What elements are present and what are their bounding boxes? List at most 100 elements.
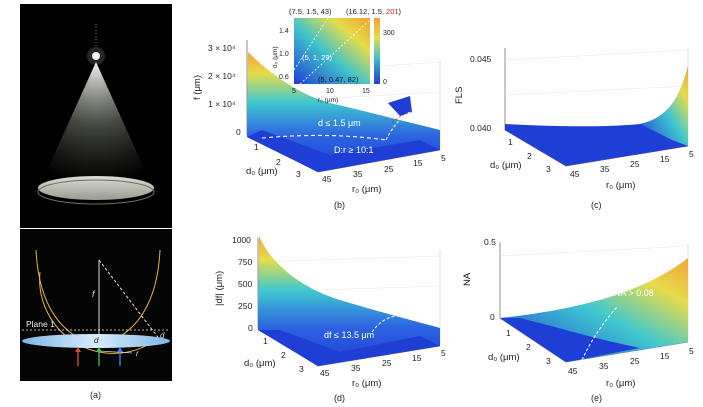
b-excluded-region bbox=[388, 96, 412, 116]
d0-symbol: d bbox=[94, 336, 99, 345]
b-d0-tick-0: 1 bbox=[254, 142, 259, 152]
radius-line bbox=[98, 259, 161, 341]
c-surface bbox=[505, 66, 688, 166]
b-surface-front bbox=[247, 130, 440, 172]
r-arrow-line bbox=[98, 350, 133, 354]
inset-colorbar bbox=[374, 18, 380, 84]
b-r0-label: r₀ (μm) bbox=[352, 184, 381, 195]
b-z-tick-0: 3 × 10⁴ bbox=[208, 43, 236, 53]
c-surface-rise bbox=[640, 66, 688, 146]
b-r0-tick-2: 25 bbox=[384, 164, 394, 174]
e-r0-label: r₀ (μm) bbox=[606, 378, 635, 389]
panel-a-bottom-background bbox=[20, 229, 172, 381]
d-r0-tick-1: 35 bbox=[351, 363, 361, 373]
panel-c: 0.045 0.040 FLS 1 2 3 d₀ (μm) 45 35 25 1… bbox=[454, 48, 694, 210]
d-r0-label: r₀ (μm) bbox=[352, 378, 381, 389]
e-r0-tick-1: 35 bbox=[599, 361, 609, 371]
c-grid-2 bbox=[504, 85, 689, 96]
c-d0-tick-1: 2 bbox=[527, 151, 532, 161]
b-ann-D: D:r ≥ 10:1 bbox=[334, 145, 373, 155]
d-ann: df ≤ 13.5 μm bbox=[324, 330, 374, 340]
d-z-tick-3: 250 bbox=[238, 301, 252, 311]
b-r0-tick-0: 45 bbox=[322, 174, 332, 184]
inset-corner-tl: (7.5, 1.5, 43) bbox=[289, 7, 332, 16]
d-boundary bbox=[371, 315, 397, 333]
b-boundary-d bbox=[261, 134, 387, 141]
e-z-tick-1: 0 bbox=[490, 312, 495, 322]
inset-mid-point: (5, 1, 29) bbox=[302, 53, 333, 62]
c-d0-tick-0: 1 bbox=[508, 137, 513, 147]
e-r0-tick-3: 15 bbox=[660, 351, 670, 361]
c-z-tick-0: 0.045 bbox=[470, 54, 492, 64]
inset-heatmap bbox=[294, 18, 370, 84]
e-d0-tick-0: 1 bbox=[506, 328, 511, 338]
e-z-tick-0: 0.5 bbox=[484, 237, 496, 247]
c-r0-label: r₀ (μm) bbox=[606, 180, 635, 191]
b-r0-tick-1: 35 bbox=[353, 169, 363, 179]
spot-glow bbox=[87, 47, 105, 65]
b-z-tick-2: 1 × 10⁴ bbox=[208, 99, 236, 109]
e-d0-tick-1: 2 bbox=[526, 342, 531, 352]
caption-a: (a) bbox=[90, 390, 101, 400]
inset-y-tick-0: 1.4 bbox=[279, 28, 289, 35]
caption-d: (d) bbox=[334, 393, 345, 403]
panel-e: NA > 0.08 0.5 0 NA 1 2 3 d₀ (μm) 45 35 2… bbox=[462, 237, 694, 403]
df-symbol: d bbox=[160, 331, 165, 340]
e-surface-dark bbox=[500, 318, 640, 362]
inset-corner-tr: (16.12, 1.5, 201) bbox=[346, 7, 402, 16]
d-r0-tick-4: 5 bbox=[441, 348, 446, 358]
f-symbol: f bbox=[92, 289, 96, 299]
b-surface bbox=[247, 52, 440, 172]
b-d0-tick-1: 2 bbox=[276, 157, 281, 167]
b-d0-label: d₀ (μm) bbox=[246, 166, 278, 177]
d-d0-tick-2: 3 bbox=[299, 364, 304, 374]
e-d0-label: d₀ (μm) bbox=[488, 352, 520, 363]
inset-corner-tr-c: ) bbox=[399, 7, 402, 16]
d-z-tick-1: 750 bbox=[238, 257, 252, 267]
caption-c: (c) bbox=[591, 200, 602, 210]
c-d0-label: d₀ (μm) bbox=[490, 160, 522, 171]
blue-arrow-head bbox=[117, 347, 123, 352]
b-z-tick-3: 0 bbox=[236, 127, 241, 137]
inset-x-tick-0: 5 bbox=[292, 88, 296, 95]
e-r0-tick-2: 25 bbox=[630, 356, 640, 366]
c-grid-1 bbox=[504, 49, 689, 61]
d-d0-tick-1: 2 bbox=[281, 350, 286, 360]
c-r0-tick-2: 25 bbox=[630, 159, 640, 169]
panel-b: d ≤ 1.5 μm D:r ≥ 10:1 3 × 10⁴ 2 × 10⁴ 1 … bbox=[192, 7, 446, 210]
inset-x-label: r₀ (μm) bbox=[318, 97, 338, 104]
c-r0-tick-3: 15 bbox=[660, 154, 670, 164]
d-grid-1 bbox=[257, 255, 441, 263]
d-d0-tick-0: 1 bbox=[263, 336, 268, 346]
plane-1-label: Plane 1 bbox=[26, 319, 55, 329]
red-arrow-head bbox=[75, 347, 81, 352]
d-z-tick-0: 1000 bbox=[232, 235, 251, 245]
inset-cb-max: 300 bbox=[383, 30, 395, 37]
d-d0-label: d₀ (μm) bbox=[244, 358, 276, 369]
inset-corner-tr-b: 201 bbox=[386, 7, 399, 16]
inset-bottom-point: (5, 0.47, 82) bbox=[318, 75, 359, 84]
b-ann-d: d ≤ 1.5 μm bbox=[318, 118, 361, 128]
e-r0-tick-0: 45 bbox=[568, 366, 578, 376]
d-r0-tick-3: 15 bbox=[412, 353, 422, 363]
e-boundary bbox=[581, 305, 619, 361]
inset-y-label: d₀ (μm) bbox=[272, 46, 279, 68]
c-z-label: FLS bbox=[454, 87, 465, 104]
inset-corner-tr-a: (16.12, 1.5, bbox=[346, 7, 386, 16]
c-r0-tick-0: 45 bbox=[570, 169, 580, 179]
metalens-rim bbox=[37, 179, 155, 205]
e-grid-1 bbox=[499, 245, 689, 257]
b-red-boundary bbox=[391, 109, 413, 123]
light-cone bbox=[40, 62, 152, 186]
e-ann: NA > 0.08 bbox=[614, 288, 654, 298]
caption-e: (e) bbox=[591, 393, 602, 403]
d-surface bbox=[258, 236, 440, 366]
d-z-tick-2: 500 bbox=[238, 279, 252, 289]
lens-slab bbox=[22, 334, 170, 348]
inset-y-tick-1: 1.0 bbox=[279, 51, 289, 58]
c-d0-tick-2: 3 bbox=[546, 164, 551, 174]
d-z-label: |df| (μm) bbox=[214, 271, 225, 306]
e-r0-tick-4: 5 bbox=[689, 346, 694, 356]
d-z-tick-4: 0 bbox=[248, 323, 253, 333]
r-symbol: r bbox=[136, 349, 139, 358]
